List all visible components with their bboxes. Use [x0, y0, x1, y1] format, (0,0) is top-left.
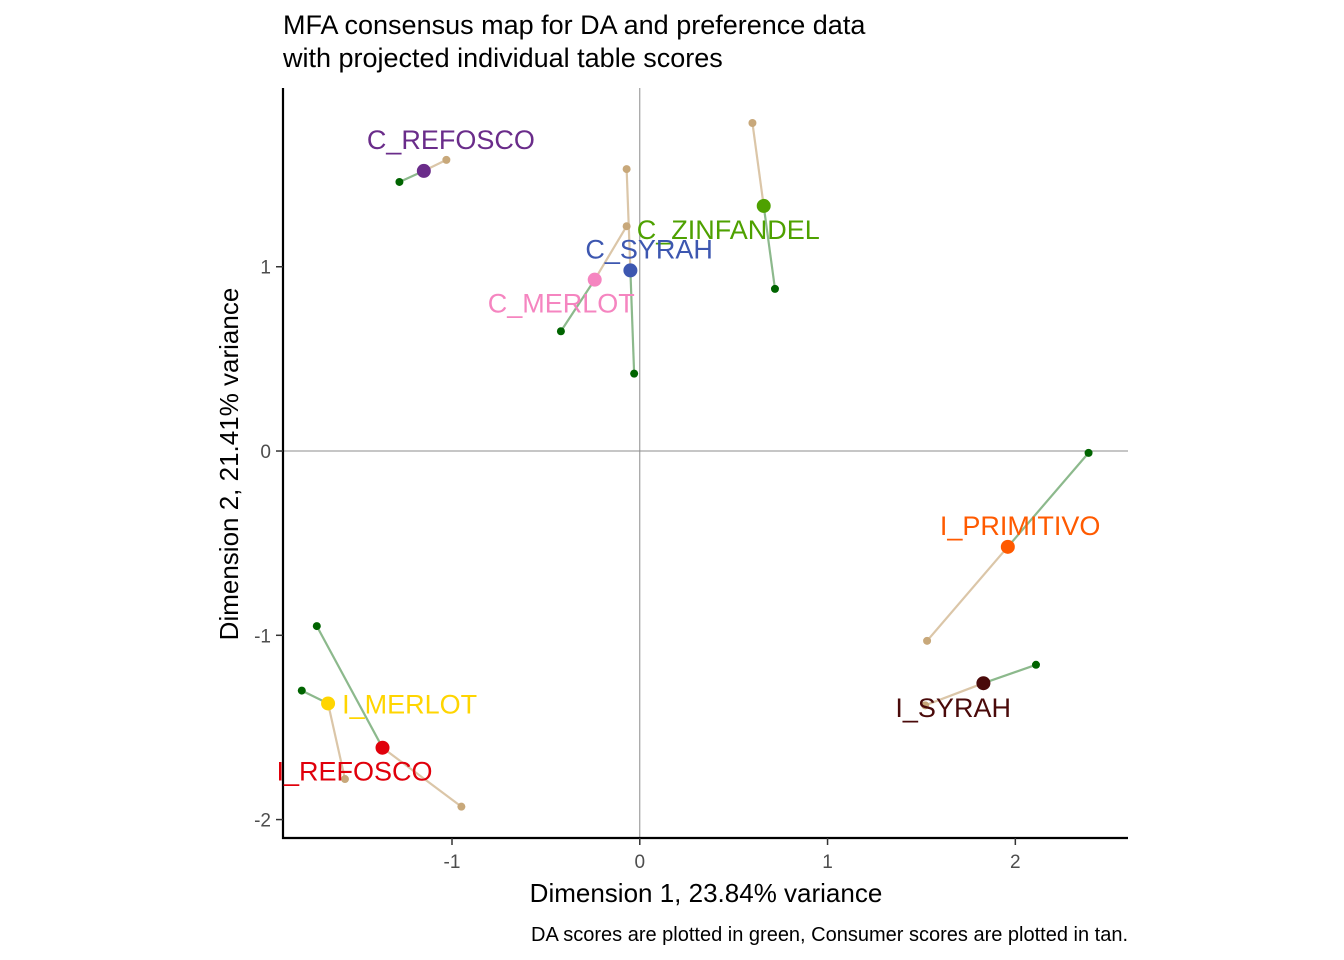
- x-axis-label: Dimension 1, 23.84% variance: [530, 878, 883, 908]
- x-tick-label: -1: [444, 852, 461, 873]
- consumer-score-point: [622, 222, 631, 231]
- consumer-segment: [924, 682, 984, 707]
- da-score-point: [1031, 660, 1040, 669]
- da-segment: [1006, 452, 1090, 548]
- da-segment: [762, 205, 777, 290]
- consumer-segment: [625, 169, 632, 271]
- x-tick-label: 1: [822, 852, 833, 873]
- y-tick-label: -2: [254, 811, 271, 832]
- y-axis-label: Dimension 2, 21.41% variance: [214, 288, 244, 641]
- consensus-point: [756, 198, 771, 213]
- point-label: C_REFOSCO: [367, 125, 535, 155]
- y-tick-label: 0: [260, 442, 271, 463]
- da-segment: [983, 663, 1037, 685]
- x-tick-label: 2: [1010, 852, 1021, 873]
- y-tick-label: -1: [254, 626, 271, 647]
- da-score-point: [395, 177, 404, 186]
- da-score-point: [1084, 448, 1093, 457]
- point-label: I_REFOSCO: [277, 757, 433, 787]
- consensus-point: [321, 696, 336, 711]
- consensus-point: [1000, 539, 1015, 554]
- point-label: I_SYRAH: [895, 693, 1011, 723]
- consumer-segment: [593, 225, 628, 281]
- consumer-segment: [381, 746, 463, 808]
- consumer-score-point: [923, 636, 932, 645]
- da-segment: [315, 625, 384, 749]
- point-label: I_PRIMITIVO: [940, 511, 1101, 541]
- y-tick-label: 1: [260, 258, 271, 279]
- consumer-score-point: [457, 802, 466, 811]
- consumer-segment: [751, 122, 765, 207]
- da-score-point: [630, 369, 639, 378]
- chart-title-line-1: MFA consensus map for DA and preference …: [283, 10, 866, 40]
- consensus-point: [416, 163, 431, 178]
- da-segment: [629, 270, 636, 374]
- da-score-point: [312, 622, 321, 631]
- x-tick-label: 0: [634, 852, 645, 873]
- consensus-point: [375, 740, 390, 755]
- consensus-point: [976, 676, 991, 691]
- point-label: C_MERLOT: [488, 289, 635, 319]
- da-score-point: [770, 284, 779, 293]
- da-score-point: [297, 686, 306, 695]
- consumer-segment: [326, 703, 347, 780]
- da-score-point: [556, 327, 565, 336]
- point-label: C_ZINFANDEL: [637, 215, 820, 245]
- chart-title-line-2: with projected individual table scores: [282, 43, 723, 73]
- consumer-score-point: [622, 165, 631, 174]
- point-label: C_SYRAH: [585, 234, 713, 264]
- consumer-score-point: [748, 119, 757, 128]
- consumer-score-point: [442, 155, 451, 164]
- consumer-score-point: [340, 775, 349, 784]
- chart-caption: DA scores are plotted in green, Consumer…: [531, 924, 1128, 946]
- consensus-point: [623, 263, 638, 278]
- consumer-score-point: [921, 701, 930, 710]
- point-label: I_MERLOT: [342, 689, 477, 719]
- consumer-segment: [926, 546, 1009, 642]
- da-segment: [559, 279, 596, 332]
- consensus-point: [587, 272, 602, 287]
